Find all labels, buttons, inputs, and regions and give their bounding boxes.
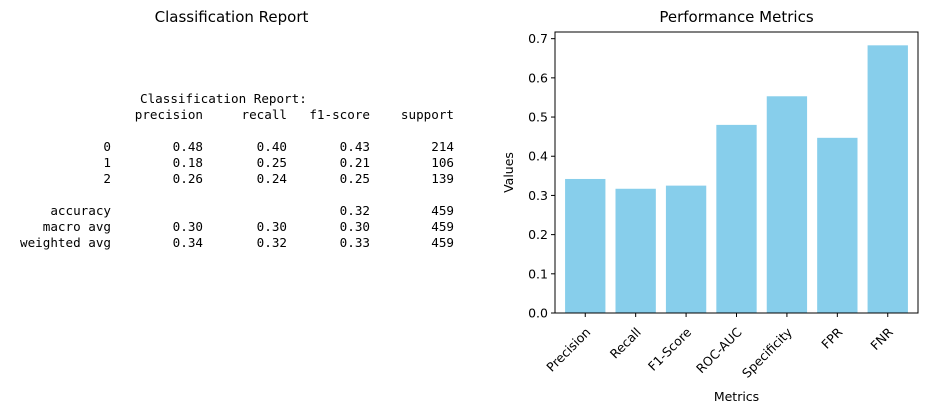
bar	[817, 137, 858, 313]
y-tick-label: 0.6	[528, 70, 548, 85]
y-tick-label: 0.0	[528, 306, 548, 321]
row-value: 0.24	[256, 171, 287, 186]
bar	[665, 185, 707, 313]
bar	[716, 124, 757, 313]
x-tick-label: Precision	[543, 325, 593, 375]
row-value: 0.33	[339, 235, 370, 250]
x-tick-label: FNR	[867, 324, 896, 353]
axes-frame	[554, 31, 919, 314]
row-value: 0.32	[339, 203, 370, 218]
row-value: 106	[431, 155, 454, 170]
row-value: 0.30	[339, 219, 370, 234]
x-tick-label: Specificity	[739, 324, 796, 381]
x-tick-label: F1-Score	[645, 324, 694, 373]
column-header: f1-score	[309, 107, 370, 122]
row-label: 2	[103, 171, 111, 186]
row-value: 459	[431, 219, 454, 234]
report-title: Classification Report	[154, 8, 309, 26]
bar	[867, 45, 908, 314]
report-heading: Classification Report:	[140, 91, 307, 106]
y-tick-label: 0.5	[528, 110, 548, 125]
row-value: 0.34	[172, 235, 203, 250]
row-value: 214	[431, 139, 454, 154]
row-value: 459	[431, 203, 454, 218]
row-value: 0.25	[256, 155, 287, 170]
row-value: 0.21	[339, 155, 370, 170]
y-tick-label: 0.3	[528, 188, 548, 203]
column-header: recall	[241, 107, 288, 122]
x-axis-label: Metrics	[714, 389, 759, 404]
row-label: 0	[103, 139, 111, 154]
row-value: 0.30	[256, 219, 287, 234]
row-value: 139	[431, 171, 454, 186]
row-value: 0.43	[339, 139, 370, 154]
row-value: 0.26	[172, 171, 203, 186]
row-label: 1	[103, 155, 111, 170]
y-tick-label: 0.7	[528, 31, 548, 46]
bar	[565, 178, 606, 313]
row-value: 0.40	[256, 139, 287, 154]
y-tick-label: 0.2	[528, 227, 548, 242]
y-tick-label: 0.1	[528, 266, 548, 281]
y-tick-label: 0.4	[528, 149, 548, 164]
row-value: 459	[431, 235, 454, 250]
x-tick-label: Recall	[607, 325, 644, 362]
x-tick-label: FPR	[818, 324, 845, 351]
row-label: macro avg	[42, 219, 111, 234]
bar	[766, 96, 808, 313]
column-header: support	[400, 107, 454, 122]
x-tick-label: ROC-AUC	[693, 324, 745, 376]
y-axis-label: Values	[501, 152, 516, 193]
chart-title: Performance Metrics	[659, 8, 814, 26]
row-value: 0.48	[172, 139, 203, 154]
row-value: 0.30	[172, 219, 203, 234]
row-value: 0.18	[172, 155, 203, 170]
row-label: weighted avg	[20, 235, 111, 250]
row-value: 0.32	[256, 235, 287, 250]
bar	[615, 188, 656, 313]
column-header: precision	[134, 107, 203, 122]
row-value: 0.25	[339, 171, 370, 186]
row-label: accuracy	[50, 203, 111, 218]
